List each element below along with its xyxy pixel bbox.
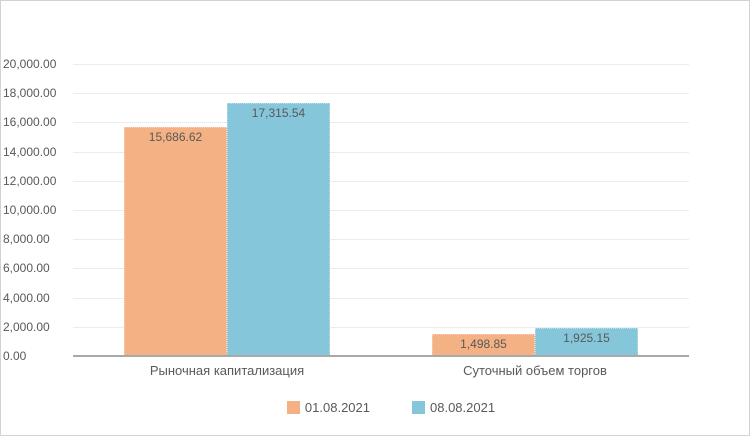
bar-08.08.2021-1[interactable] <box>227 103 330 356</box>
gridline <box>73 122 689 123</box>
y-axis-tick-label: 20,000.00 <box>3 57 57 71</box>
legend-item-01.08.2021[interactable]: 01.08.2021 <box>286 400 370 415</box>
bar-data-label: 17,315.54 <box>251 106 306 120</box>
gridline <box>73 181 689 182</box>
y-axis-tick-label: 4,000.00 <box>3 291 50 305</box>
y-axis-tick-label: 6,000.00 <box>3 261 50 275</box>
y-axis-tick-label: 2,000.00 <box>3 320 50 334</box>
y-axis-tick-label: 14,000.00 <box>3 145 57 159</box>
legend-swatch-icon <box>286 401 300 414</box>
gridline <box>73 268 689 269</box>
gridline <box>73 327 689 328</box>
gridline <box>73 93 689 94</box>
gridline <box>73 239 689 240</box>
x-axis-line <box>73 355 689 357</box>
category-label: Рыночная капитализация <box>149 363 305 378</box>
gridline <box>73 152 689 153</box>
y-axis-tick-label: 8,000.00 <box>3 232 50 246</box>
gridline <box>73 210 689 211</box>
bar-data-label: 1,925.15 <box>563 331 610 345</box>
legend-swatch-icon <box>412 401 425 414</box>
y-axis-tick-label: 10,000.00 <box>3 203 57 217</box>
y-axis-tick-label: 0.00 <box>3 349 27 363</box>
chart-legend: 01.08.2021 08.08.2021 <box>17 400 749 415</box>
y-axis-tick-label: 16,000.00 <box>3 115 57 129</box>
bar-01.08.2021-1[interactable] <box>124 127 227 356</box>
y-axis-tick-label: 12,000.00 <box>3 174 57 188</box>
gridline <box>73 298 689 299</box>
legend-label: 08.08.2021 <box>430 400 496 415</box>
category-label: Суточный объем торгов <box>463 363 607 378</box>
y-axis-tick-label: 18,000.00 <box>3 86 57 100</box>
legend-label: 01.08.2021 <box>304 400 370 415</box>
bar-data-label: 15,686.62 <box>148 130 203 144</box>
legend-item-08.08.2021[interactable]: 08.08.2021 <box>412 400 495 415</box>
gridline <box>73 64 689 65</box>
bar-data-label: 1,498.85 <box>460 337 507 351</box>
